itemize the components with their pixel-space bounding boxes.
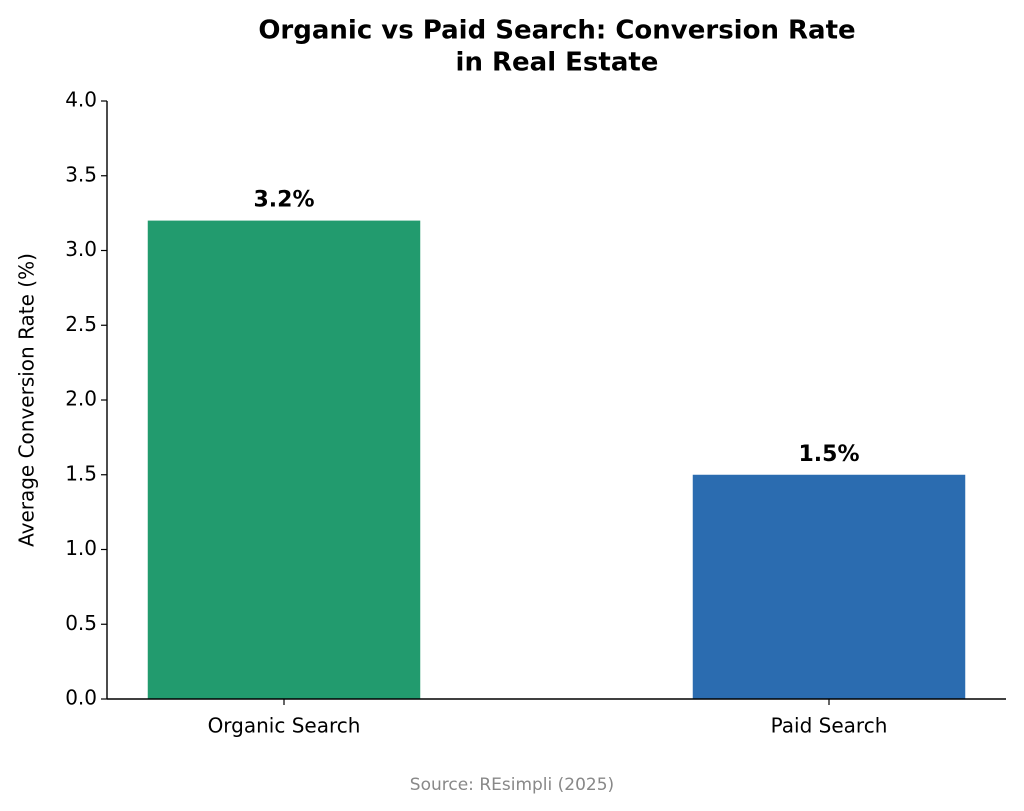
y-tick-label: 3.0 (65, 237, 97, 261)
chart-title: in Real Estate (456, 48, 659, 78)
bar (147, 220, 421, 699)
y-tick-label: 2.0 (65, 387, 97, 411)
x-tick-label: Organic Search (208, 714, 361, 738)
value-label: 1.5% (798, 442, 859, 467)
x-tick-label: Paid Search (771, 714, 888, 738)
bar (692, 474, 966, 699)
y-tick-label: 1.5 (65, 461, 97, 485)
y-axis-label: Average Conversion Rate (%) (15, 253, 39, 547)
y-tick-label: 0.0 (65, 686, 97, 710)
y-tick-label: 4.0 (65, 88, 97, 112)
value-label: 3.2% (253, 188, 314, 213)
y-tick-label: 3.5 (65, 162, 97, 186)
y-tick-label: 2.5 (65, 312, 97, 336)
y-tick-label: 1.0 (65, 536, 97, 560)
y-tick-label: 0.5 (65, 611, 97, 635)
source-note: Source: REsimpli (2025) (410, 775, 614, 795)
chart-title: Organic vs Paid Search: Conversion Rate (258, 16, 855, 46)
